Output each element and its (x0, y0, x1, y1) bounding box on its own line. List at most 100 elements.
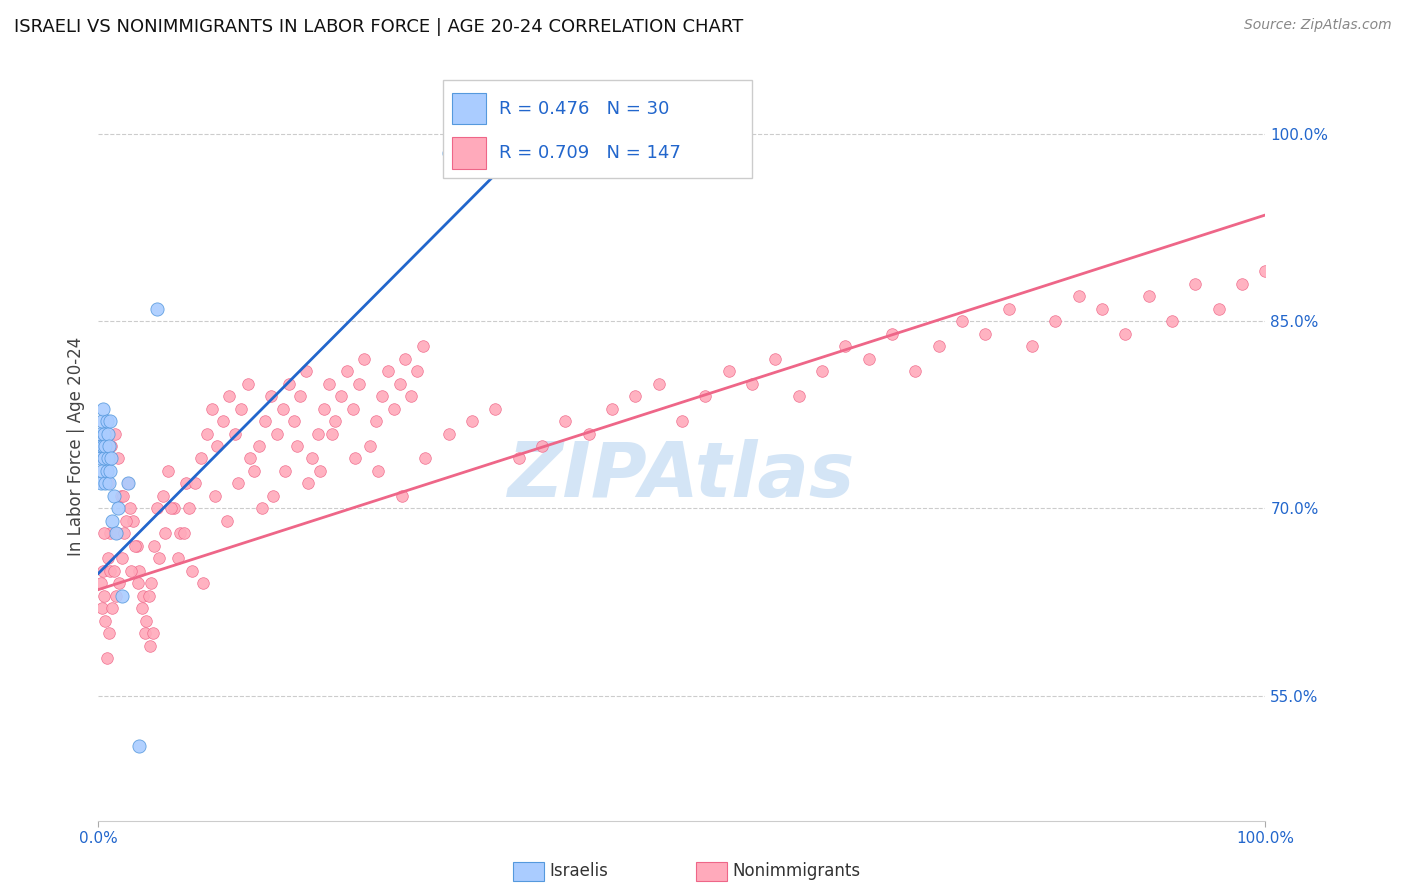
Point (309, 464, 332, 478)
Point (787, 389, 810, 403)
Point (484, 401, 506, 416)
Point (224, 426, 246, 441)
Point (312, 401, 335, 416)
Point (717, 364, 740, 378)
Point (139, 639, 162, 653)
Point (242, 464, 264, 478)
Point (90, 414, 112, 428)
Point (336, 364, 359, 378)
Point (195, 426, 218, 441)
Point (104, 589, 127, 603)
Point (107, 451, 129, 466)
Bar (453, 93, 486, 124)
Point (236, 376, 259, 391)
Point (101, 601, 124, 615)
Point (371, 389, 394, 403)
Point (90, 476, 112, 491)
Point (105, 526, 128, 541)
Point (157, 464, 180, 478)
Point (115, 514, 138, 528)
Point (120, 564, 142, 578)
Point (142, 626, 165, 640)
Point (91, 564, 114, 578)
Point (229, 401, 252, 416)
Point (624, 389, 647, 403)
Point (413, 451, 436, 466)
Point (1067, 289, 1090, 303)
Point (1021, 339, 1043, 353)
Point (671, 414, 693, 428)
Point (347, 376, 370, 391)
Text: Source: ZipAtlas.com: Source: ZipAtlas.com (1244, 18, 1392, 32)
Point (359, 439, 381, 453)
Point (94, 614, 117, 628)
Point (858, 351, 880, 366)
Point (321, 426, 343, 441)
Point (353, 351, 375, 366)
Point (125, 539, 148, 553)
Point (179, 501, 201, 516)
Point (97, 476, 120, 491)
Point (100, 439, 122, 453)
Point (96, 414, 118, 428)
Point (1230, 277, 1253, 291)
Point (101, 514, 124, 528)
Point (90, 464, 112, 478)
Point (1114, 326, 1136, 341)
Point (90, 576, 112, 591)
Point (117, 476, 139, 491)
Point (97, 426, 120, 441)
Point (128, 564, 150, 578)
Point (148, 551, 170, 566)
Point (90, 601, 112, 615)
Point (110, 489, 132, 503)
Point (344, 451, 367, 466)
Point (406, 364, 429, 378)
Point (554, 414, 576, 428)
Point (382, 401, 405, 416)
Point (128, 739, 150, 753)
Point (741, 376, 763, 391)
Point (342, 401, 364, 416)
Point (228, 476, 250, 491)
Point (103, 564, 125, 578)
Point (134, 626, 156, 640)
Point (173, 526, 195, 541)
Y-axis label: In Labor Force | Age 20-24: In Labor Force | Age 20-24 (66, 336, 84, 556)
Point (1137, 289, 1160, 303)
Point (1208, 301, 1230, 316)
Point (283, 414, 305, 428)
Point (249, 439, 271, 453)
Point (437, 145, 460, 160)
Point (207, 439, 229, 453)
Point (97, 626, 120, 640)
Point (260, 389, 283, 403)
Point (91, 439, 114, 453)
Point (118, 501, 141, 516)
Point (107, 501, 129, 516)
Point (190, 451, 212, 466)
Point (93, 451, 115, 466)
Point (647, 376, 669, 391)
Text: Nonimmigrants: Nonimmigrants (733, 863, 860, 880)
Point (97, 439, 120, 453)
Point (143, 539, 166, 553)
Point (950, 314, 973, 328)
Point (811, 364, 834, 378)
Point (1045, 314, 1067, 328)
Point (97, 551, 120, 566)
Text: R = 0.476   N = 30: R = 0.476 N = 30 (499, 100, 669, 118)
Point (271, 401, 294, 416)
Point (250, 501, 273, 516)
Point (97, 451, 120, 466)
Point (153, 526, 176, 541)
Point (974, 326, 997, 341)
Point (928, 339, 950, 353)
Point (274, 464, 297, 478)
Point (98, 464, 121, 478)
Point (146, 501, 169, 516)
Point (695, 389, 717, 403)
Point (297, 476, 319, 491)
Point (997, 301, 1019, 316)
Bar (453, 137, 486, 169)
